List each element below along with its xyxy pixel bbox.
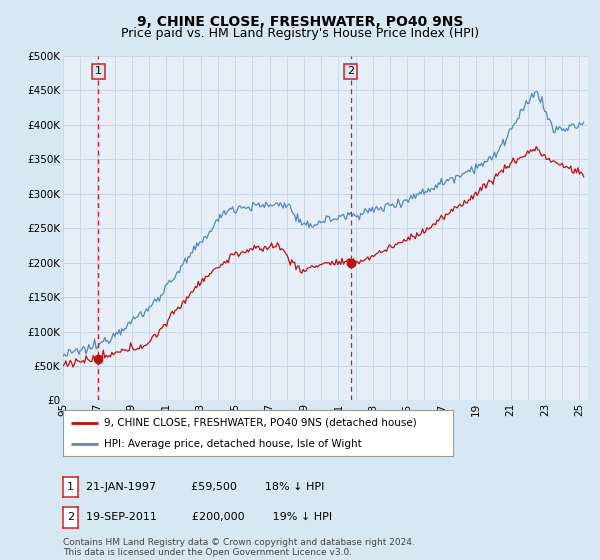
Text: 1: 1: [95, 66, 102, 76]
Text: 21-JAN-1997          £59,500        18% ↓ HPI: 21-JAN-1997 £59,500 18% ↓ HPI: [86, 482, 324, 492]
Text: 9, CHINE CLOSE, FRESHWATER, PO40 9NS: 9, CHINE CLOSE, FRESHWATER, PO40 9NS: [137, 15, 463, 29]
Text: 2: 2: [347, 66, 355, 76]
Text: HPI: Average price, detached house, Isle of Wight: HPI: Average price, detached house, Isle…: [104, 439, 362, 449]
Text: 2: 2: [67, 512, 74, 522]
Text: Contains HM Land Registry data © Crown copyright and database right 2024.
This d: Contains HM Land Registry data © Crown c…: [63, 538, 415, 557]
Text: 1: 1: [67, 482, 74, 492]
Text: 9, CHINE CLOSE, FRESHWATER, PO40 9NS (detached house): 9, CHINE CLOSE, FRESHWATER, PO40 9NS (de…: [104, 418, 416, 428]
Text: Price paid vs. HM Land Registry's House Price Index (HPI): Price paid vs. HM Land Registry's House …: [121, 27, 479, 40]
Text: 19-SEP-2011          £200,000        19% ↓ HPI: 19-SEP-2011 £200,000 19% ↓ HPI: [86, 512, 332, 522]
